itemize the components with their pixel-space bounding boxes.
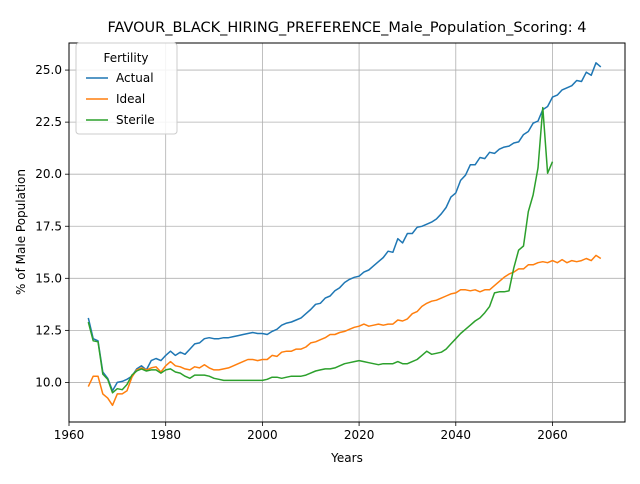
y-tick-label: 10.0 [35, 375, 62, 389]
x-tick-label: 2000 [247, 428, 278, 442]
series-line-actual [87, 62, 602, 392]
y-axis: 10.0 12.5 15.0 17.5 20.0 22.5 25.0 [35, 63, 69, 389]
series-line-sterile [87, 106, 554, 394]
y-tick-label: 17.5 [35, 219, 62, 233]
legend-label-ideal: Ideal [116, 92, 145, 106]
series-line-ideal [87, 254, 602, 407]
legend-label-sterile: Sterile [116, 113, 155, 127]
legend: Fertility Actual Ideal Sterile [75, 42, 178, 135]
y-tick-label: 15.0 [35, 271, 62, 285]
y-tick-label: 12.5 [35, 323, 62, 337]
plot-area-frame [68, 42, 626, 423]
y-tick-label: 25.0 [35, 63, 62, 77]
x-axis-label: Years [330, 451, 363, 465]
y-axis-label: % of Male Population [14, 169, 28, 295]
x-tick-label: 1960 [54, 428, 85, 442]
x-tick-label: 2060 [537, 428, 568, 442]
legend-title: Fertility [103, 51, 148, 65]
y-tick-label: 22.5 [35, 115, 62, 129]
grid-lines [68, 43, 625, 422]
legend-items: Actual Ideal Sterile [86, 71, 155, 127]
x-axis: 1960 1980 2000 2020 2040 2060 [54, 422, 568, 442]
legend-label-actual: Actual [116, 71, 154, 85]
x-tick-label: 1980 [150, 428, 181, 442]
y-tick-label: 20.0 [35, 167, 62, 181]
series-lines [87, 62, 602, 407]
x-tick-label: 2020 [344, 428, 375, 442]
legend-box [75, 42, 178, 135]
chart-title: FAVOUR_BLACK_HIRING_PREFERENCE_Male_Popu… [107, 20, 586, 36]
x-tick-label: 2040 [441, 428, 472, 442]
